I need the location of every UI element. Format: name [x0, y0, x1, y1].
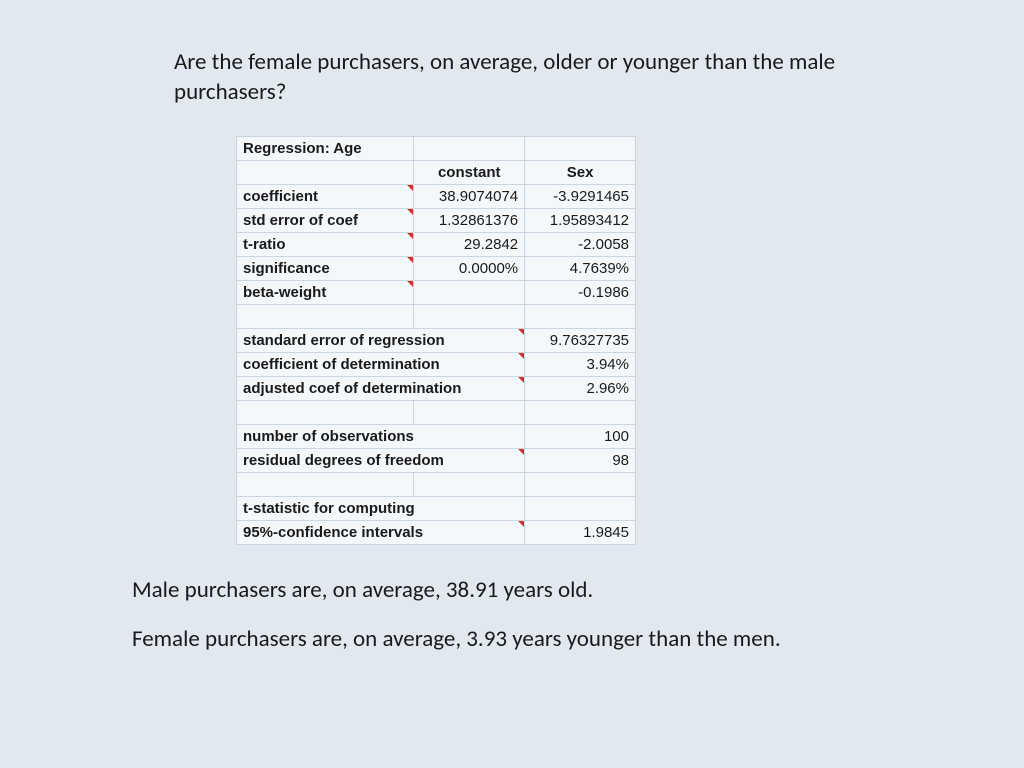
row-label: t-ratio — [237, 232, 414, 256]
row-label: t-statistic for computing — [237, 496, 525, 520]
cell-constant: 0.0000% — [414, 256, 525, 280]
comment-flag-icon — [407, 185, 413, 191]
cell-value: 1.9845 — [525, 520, 636, 544]
table-row: t-statistic for computing — [237, 496, 636, 520]
table-title-row: Regression: Age — [237, 136, 636, 160]
table-row: std error of coef1.328613761.95893412 — [237, 208, 636, 232]
row-label: number of observations — [237, 424, 525, 448]
cell-sex: -2.0058 — [525, 232, 636, 256]
row-label: std error of coef — [237, 208, 414, 232]
question-text: Are the female purchasers, on average, o… — [174, 48, 874, 108]
row-label: 95%-confidence intervals — [237, 520, 525, 544]
row-label: significance — [237, 256, 414, 280]
table-row: coefficient38.9074074-3.9291465 — [237, 184, 636, 208]
table-row: beta-weight -0.1986 — [237, 280, 636, 304]
comment-flag-icon — [518, 329, 524, 335]
cell-value: 9.76327735 — [525, 328, 636, 352]
table-row: t-ratio29.2842-2.0058 — [237, 232, 636, 256]
blank-row — [237, 304, 636, 328]
comment-flag-icon — [407, 233, 413, 239]
table-row: number of observations100 — [237, 424, 636, 448]
cell-constant — [414, 280, 525, 304]
blank-row — [237, 472, 636, 496]
conclusion-line-2: Female purchasers are, on average, 3.93 … — [132, 624, 924, 655]
table-row: coefficient of determination3.94% — [237, 352, 636, 376]
table-row: residual degrees of freedom98 — [237, 448, 636, 472]
table-header-row: constant Sex — [237, 160, 636, 184]
cell-constant: 38.9074074 — [414, 184, 525, 208]
cell-value: 2.96% — [525, 376, 636, 400]
cell-value: 98 — [525, 448, 636, 472]
table-row: adjusted coef of determination2.96% — [237, 376, 636, 400]
table-row: standard error of regression9.76327735 — [237, 328, 636, 352]
table-title: Regression: Age — [237, 136, 414, 160]
comment-flag-icon — [518, 353, 524, 359]
col-header-sex: Sex — [525, 160, 636, 184]
table-row: 95%-confidence intervals1.9845 — [237, 520, 636, 544]
comment-flag-icon — [407, 281, 413, 287]
cell-value: 3.94% — [525, 352, 636, 376]
empty-cell — [525, 136, 636, 160]
row-label: residual degrees of freedom — [237, 448, 525, 472]
blank-row — [237, 400, 636, 424]
row-label: beta-weight — [237, 280, 414, 304]
comment-flag-icon — [518, 449, 524, 455]
cell-constant: 1.32861376 — [414, 208, 525, 232]
table-row: significance0.0000%4.7639% — [237, 256, 636, 280]
comment-flag-icon — [518, 377, 524, 383]
regression-table-wrap: Regression: Age constant Sex coefficient… — [236, 136, 636, 545]
cell-sex: -3.9291465 — [525, 184, 636, 208]
regression-table: Regression: Age constant Sex coefficient… — [236, 136, 636, 545]
comment-flag-icon — [518, 521, 524, 527]
conclusion-block: Male purchasers are, on average, 38.91 y… — [132, 575, 924, 655]
slide: Are the female purchasers, on average, o… — [0, 0, 1024, 768]
cell-sex: 4.7639% — [525, 256, 636, 280]
empty-cell — [414, 136, 525, 160]
empty-cell — [237, 160, 414, 184]
cell-constant: 29.2842 — [414, 232, 525, 256]
cell-value: 100 — [525, 424, 636, 448]
row-label: coefficient of determination — [237, 352, 525, 376]
cell-sex: 1.95893412 — [525, 208, 636, 232]
conclusion-line-1: Male purchasers are, on average, 38.91 y… — [132, 575, 924, 606]
row-label: adjusted coef of determination — [237, 376, 525, 400]
comment-flag-icon — [407, 209, 413, 215]
comment-flag-icon — [407, 257, 413, 263]
cell-sex: -0.1986 — [525, 280, 636, 304]
cell-value — [525, 496, 636, 520]
row-label: coefficient — [237, 184, 414, 208]
row-label: standard error of regression — [237, 328, 525, 352]
col-header-constant: constant — [414, 160, 525, 184]
